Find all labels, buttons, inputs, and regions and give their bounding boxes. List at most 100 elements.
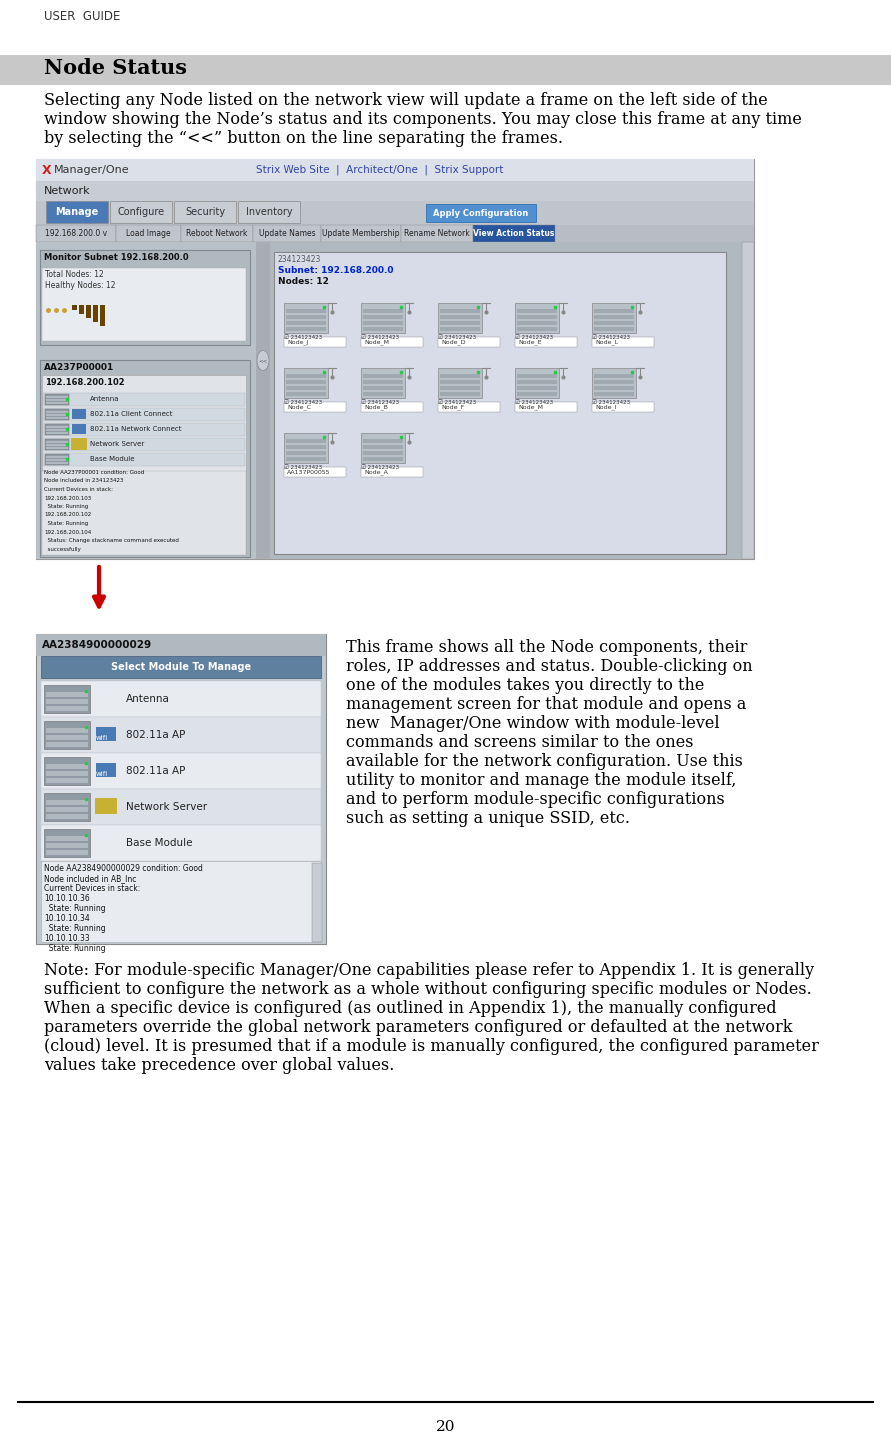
Bar	[46, 462, 68, 464]
Bar	[46, 441, 68, 444]
Bar	[46, 801, 88, 805]
Text: management screen for that module and opens a: management screen for that module and op…	[346, 696, 747, 713]
Bar	[45, 454, 69, 465]
Text: View Action Status: View Action Status	[473, 229, 555, 238]
Bar	[44, 757, 90, 785]
Text: State: Running: State: Running	[44, 521, 88, 526]
Bar	[515, 369, 559, 397]
Text: Monitor Subnet 192.168.200.0: Monitor Subnet 192.168.200.0	[44, 253, 189, 262]
Bar	[284, 433, 328, 464]
Bar	[46, 734, 88, 740]
Bar	[41, 681, 321, 717]
Bar	[0, 55, 891, 85]
Bar	[46, 429, 68, 431]
Bar	[440, 327, 480, 331]
Bar	[438, 337, 500, 347]
Bar	[46, 814, 88, 819]
Text: utility to monitor and manage the module itself,: utility to monitor and manage the module…	[346, 772, 736, 789]
Bar	[286, 451, 326, 455]
Text: window showing the Node’s status and its components. You may close this frame at: window showing the Node’s status and its…	[44, 111, 802, 128]
Bar	[440, 380, 480, 384]
Text: Manage: Manage	[55, 207, 99, 217]
Bar	[517, 374, 557, 377]
Bar	[46, 842, 88, 848]
Bar	[592, 337, 654, 347]
FancyBboxPatch shape	[71, 438, 87, 449]
Text: Node_F: Node_F	[441, 405, 464, 410]
Text: 192.168.200.102: 192.168.200.102	[45, 377, 125, 387]
Text: successfully: successfully	[44, 547, 81, 552]
Bar	[286, 392, 326, 396]
Text: X: X	[42, 164, 52, 177]
Ellipse shape	[257, 350, 269, 370]
Bar	[72, 423, 86, 433]
Bar	[44, 721, 90, 749]
Bar	[174, 202, 236, 223]
Bar	[363, 327, 403, 331]
Text: Security: Security	[185, 207, 225, 217]
Bar	[46, 806, 88, 812]
Bar	[72, 409, 86, 419]
Bar	[363, 386, 403, 390]
Bar	[46, 706, 88, 711]
Bar	[363, 439, 403, 444]
Text: Base Module: Base Module	[126, 838, 192, 848]
Bar	[46, 396, 68, 397]
Bar	[286, 445, 326, 449]
Text: (cloud) level. It is presumed that if a module is manually configured, the confi: (cloud) level. It is presumed that if a …	[44, 1038, 819, 1056]
Bar	[286, 327, 326, 331]
Bar	[594, 386, 634, 390]
Bar	[44, 829, 90, 857]
Text: Subnet: 192.168.200.0: Subnet: 192.168.200.0	[278, 266, 394, 275]
Bar	[46, 426, 68, 428]
Bar	[594, 392, 634, 396]
Bar	[41, 789, 321, 825]
Bar	[594, 310, 634, 312]
Bar	[46, 778, 88, 783]
Bar	[363, 310, 403, 312]
Text: ☑ 234123423: ☑ 234123423	[284, 465, 323, 469]
Bar	[72, 305, 77, 310]
Text: ☑ 234123423: ☑ 234123423	[515, 400, 553, 405]
Bar	[363, 321, 403, 325]
Bar	[517, 386, 557, 390]
Bar	[36, 225, 116, 242]
Text: ☑ 234123423: ☑ 234123423	[438, 336, 476, 340]
Bar	[116, 225, 181, 242]
Bar	[36, 225, 754, 242]
Text: wifi: wifi	[96, 770, 108, 778]
Bar	[41, 861, 321, 942]
Bar	[515, 337, 577, 347]
Text: Rename Network: Rename Network	[405, 229, 470, 238]
Bar	[46, 456, 68, 458]
Text: 10.10.10.34: 10.10.10.34	[44, 914, 90, 923]
Bar	[274, 252, 726, 554]
Text: This frame shows all the Node components, their: This frame shows all the Node components…	[346, 639, 748, 657]
Text: and to perform module-specific configurations: and to perform module-specific configura…	[346, 791, 724, 808]
Bar	[284, 467, 346, 477]
Text: State: Running: State: Running	[44, 945, 106, 953]
Bar	[42, 471, 246, 554]
Bar	[361, 337, 423, 347]
Bar	[284, 302, 328, 333]
Bar	[270, 242, 754, 559]
Bar	[46, 693, 88, 697]
Bar	[363, 380, 403, 384]
Text: Antenna: Antenna	[126, 694, 170, 704]
Text: ☑ 234123423: ☑ 234123423	[361, 400, 399, 405]
Text: Load Image: Load Image	[127, 229, 171, 238]
Text: Node_B: Node_B	[364, 405, 388, 410]
Text: 192.168.200.104: 192.168.200.104	[44, 530, 91, 534]
Bar	[181, 225, 253, 242]
Bar	[36, 634, 326, 945]
Text: Healthy Nodes: 12: Healthy Nodes: 12	[45, 281, 116, 289]
Text: ☑ 234123423: ☑ 234123423	[361, 465, 399, 469]
Bar	[312, 863, 322, 942]
Text: Selecting any Node listed on the network view will update a frame on the left si: Selecting any Node listed on the network…	[44, 92, 768, 109]
Bar	[426, 204, 536, 222]
Bar	[43, 408, 245, 420]
Text: Node AA2384900000029 condition: Good: Node AA2384900000029 condition: Good	[44, 864, 203, 873]
Text: Node_D: Node_D	[441, 340, 465, 344]
Bar	[594, 380, 634, 384]
Text: Inventory: Inventory	[246, 207, 292, 217]
